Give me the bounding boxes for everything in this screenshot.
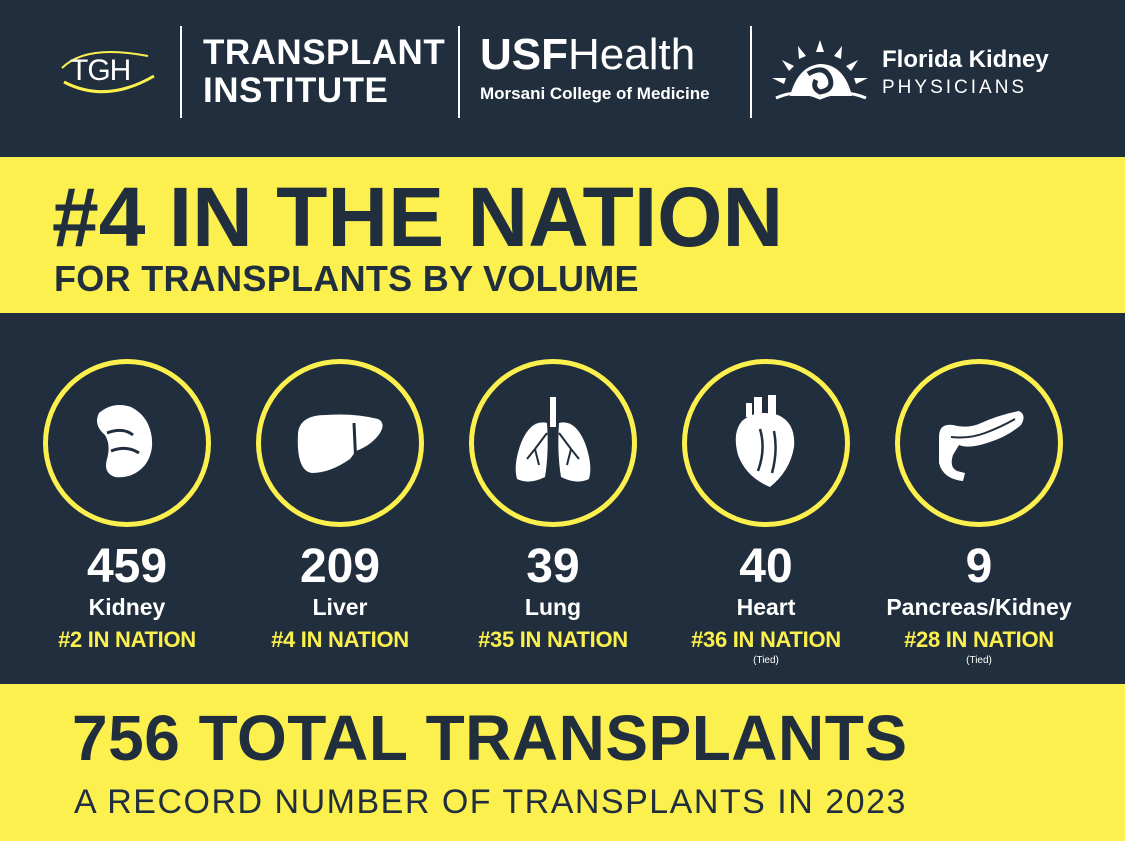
organ-label: Lung xyxy=(524,594,582,620)
organ-count: 40 xyxy=(739,540,793,593)
usf-light: Health xyxy=(568,30,696,79)
organ-stat-lung: 39 Lung #35 IN NATION xyxy=(433,359,673,655)
organ-icon-circle xyxy=(895,359,1063,527)
organ-rank: #36 IN NATION xyxy=(691,627,841,652)
header-divider xyxy=(458,26,460,118)
organ-tied-note: (Tied) xyxy=(753,655,779,666)
organ-rank: #2 IN NATION xyxy=(58,627,196,652)
organ-stat-pancreas-kidney: 9 Pancreas/Kidney #28 IN NATION (Tied) xyxy=(859,359,1099,667)
organ-count: 39 xyxy=(526,540,580,593)
heart-icon xyxy=(735,395,795,487)
organ-count: 459 xyxy=(86,540,168,593)
organ-count: 209 xyxy=(299,540,381,593)
fkp-line-1: Florida Kidney xyxy=(882,46,1049,73)
tgh-logo: TGH xyxy=(61,51,155,94)
organ-rank: #28 IN NATION xyxy=(904,627,1054,652)
usf-health-logo: USFHealth Morsani College of Medicine xyxy=(480,30,710,104)
florida-kidney-physicians-logo: Florida Kidney PHYSICIANS xyxy=(882,46,1049,99)
organ-label: Liver xyxy=(312,594,368,620)
rank-subheadline: FOR TRANSPLANTS BY VOLUME xyxy=(54,258,639,299)
organ-count: 9 xyxy=(965,540,993,593)
organ-rank: #35 IN NATION xyxy=(478,627,628,652)
lung-icon xyxy=(515,397,591,482)
organ-icon-circle xyxy=(43,359,211,527)
organ-label: Heart xyxy=(736,594,796,620)
organ-icon-circle xyxy=(256,359,424,527)
institute-line-2: INSTITUTE xyxy=(203,71,389,110)
sun-kidney-icon xyxy=(772,40,868,100)
organ-stats: 459 Kidney #2 IN NATION 209 Liver #4 IN … xyxy=(0,313,1125,684)
header-divider xyxy=(750,26,752,118)
organ-tied-note: (Tied) xyxy=(966,655,992,666)
transplant-institute-logo: TRANSPLANT INSTITUTE xyxy=(203,34,445,110)
organ-stat-liver: 209 Liver #4 IN NATION xyxy=(220,359,460,655)
organ-stat-kidney: 459 Kidney #2 IN NATION xyxy=(7,359,247,655)
rank-banner: #4 IN THE NATION FOR TRANSPLANTS BY VOLU… xyxy=(0,157,1125,313)
total-subline: A RECORD NUMBER OF TRANSPLANTS IN 2023 xyxy=(74,783,907,821)
organ-stat-heart: 40 Heart #36 IN NATION (Tied) xyxy=(646,359,886,667)
organ-icon-circle xyxy=(469,359,637,527)
pancreas-icon xyxy=(939,411,1024,481)
organ-rank: #4 IN NATION xyxy=(271,627,409,652)
liver-icon xyxy=(297,414,383,473)
total-transplants: 756 TOTAL TRANSPLANTS xyxy=(72,702,908,774)
rank-headline: #4 IN THE NATION xyxy=(52,170,784,264)
organ-icon-circle xyxy=(682,359,850,527)
tgh-logo-text: TGH xyxy=(70,54,130,87)
institute-line-1: TRANSPLANT xyxy=(203,33,446,72)
total-banner: 756 TOTAL TRANSPLANTS A RECORD NUMBER OF… xyxy=(0,684,1125,841)
usf-subtitle: Morsani College of Medicine xyxy=(480,84,710,103)
usf-bold: USF xyxy=(480,30,568,79)
header: TGH TRANSPLANT INSTITUTE USFHealth Morsa… xyxy=(0,0,1125,157)
kidney-icon xyxy=(97,405,153,478)
organ-label: Kidney xyxy=(88,594,166,620)
fkp-line-2: PHYSICIANS xyxy=(882,77,1028,98)
header-divider xyxy=(180,26,182,118)
organ-label: Pancreas/Kidney xyxy=(886,594,1072,620)
